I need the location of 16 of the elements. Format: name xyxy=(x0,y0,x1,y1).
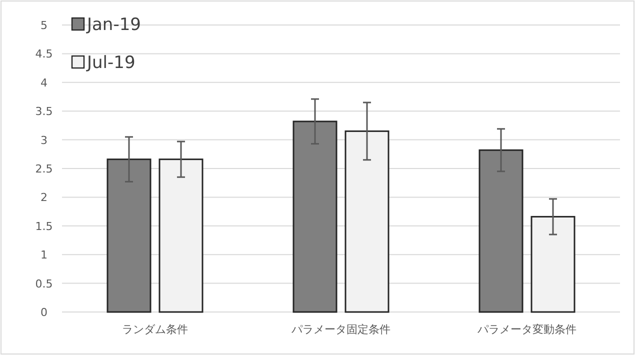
y-tick-label: 0 xyxy=(40,306,48,319)
y-tick-label: 5 xyxy=(40,19,48,32)
y-tick-label: 2.5 xyxy=(35,162,53,176)
x-tick-label: ランダム条件 xyxy=(122,323,188,336)
x-tick-label: パラメータ変動条件 xyxy=(476,323,576,336)
y-tick-label: 1.5 xyxy=(35,220,53,233)
legend-label: Jul-19 xyxy=(86,53,136,73)
y-tick-label: 2 xyxy=(40,191,48,204)
x-tick-label: パラメータ固定条件 xyxy=(290,323,390,336)
y-tick-label: 4.5 xyxy=(35,48,53,61)
y-tick-label: 3.5 xyxy=(35,105,53,118)
y-tick-label: 1 xyxy=(40,248,48,262)
y-tick-label: 3 xyxy=(40,134,48,147)
legend-label: Jan-19 xyxy=(86,15,141,35)
y-tick-label: 0.5 xyxy=(35,277,53,290)
y-tick-label: 4 xyxy=(40,76,48,90)
